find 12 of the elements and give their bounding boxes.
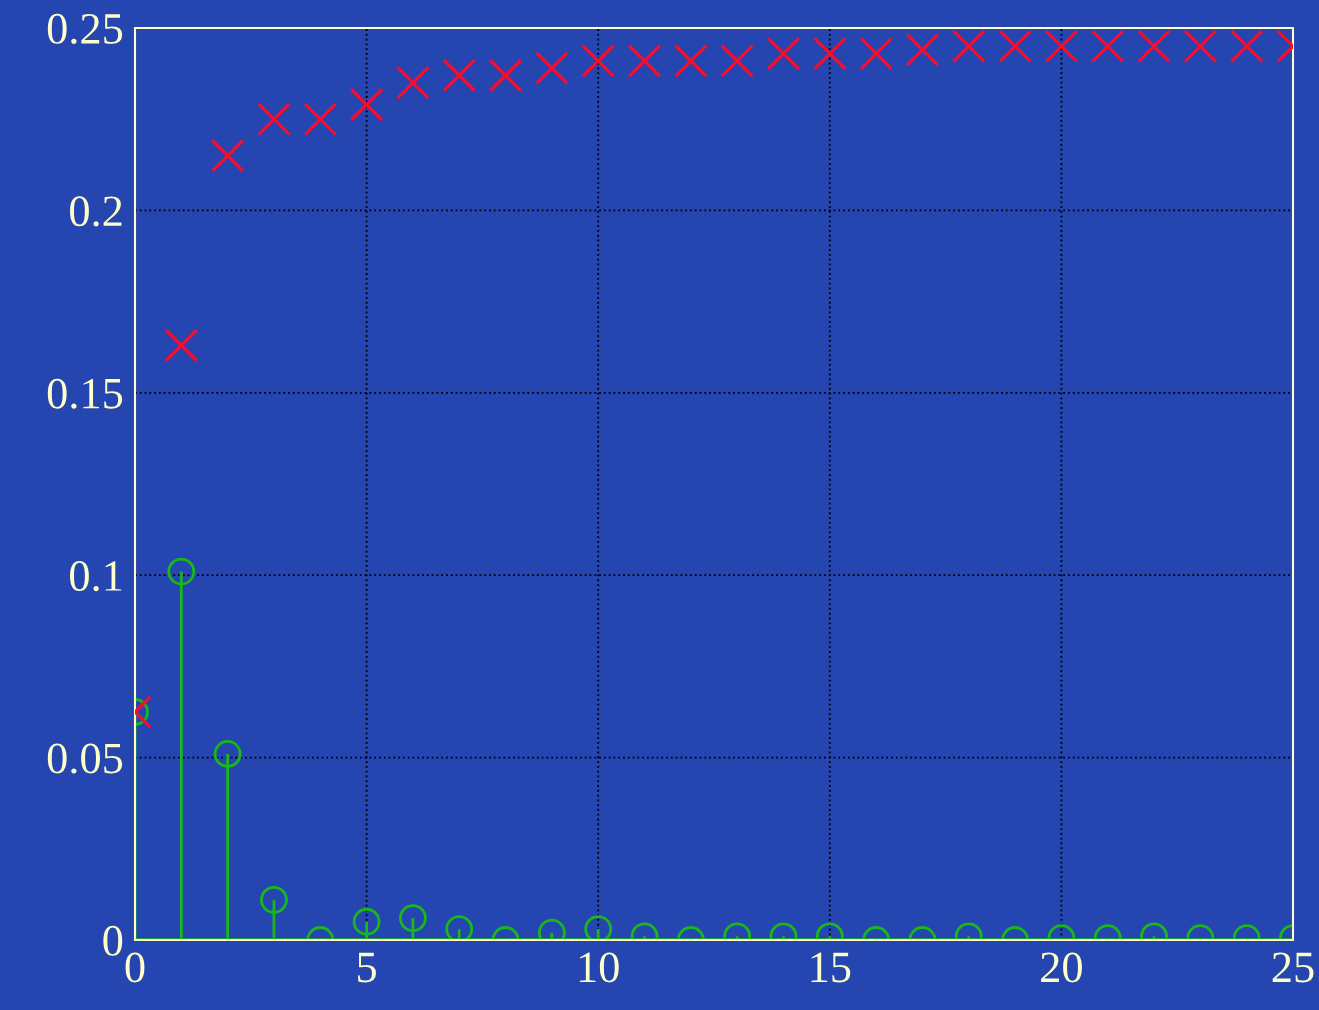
x-tick-label: 15 [811,952,851,983]
y-tick-label: 0.2 [70,196,122,227]
y-tick-label: 0 [103,925,123,956]
y-tick-label: 0.15 [47,378,123,409]
y-tick-label: 0.05 [47,743,123,774]
x-tick-label: 10 [579,952,619,983]
x-tick-label: 25 [1272,952,1314,983]
x-tick-label: 20 [1041,952,1082,983]
y-tick-label: 0.1 [70,561,122,592]
x-tick-label: 5 [358,952,376,983]
x-tick-label: 0 [125,952,145,983]
y-tick-label: 0.25 [47,13,123,45]
